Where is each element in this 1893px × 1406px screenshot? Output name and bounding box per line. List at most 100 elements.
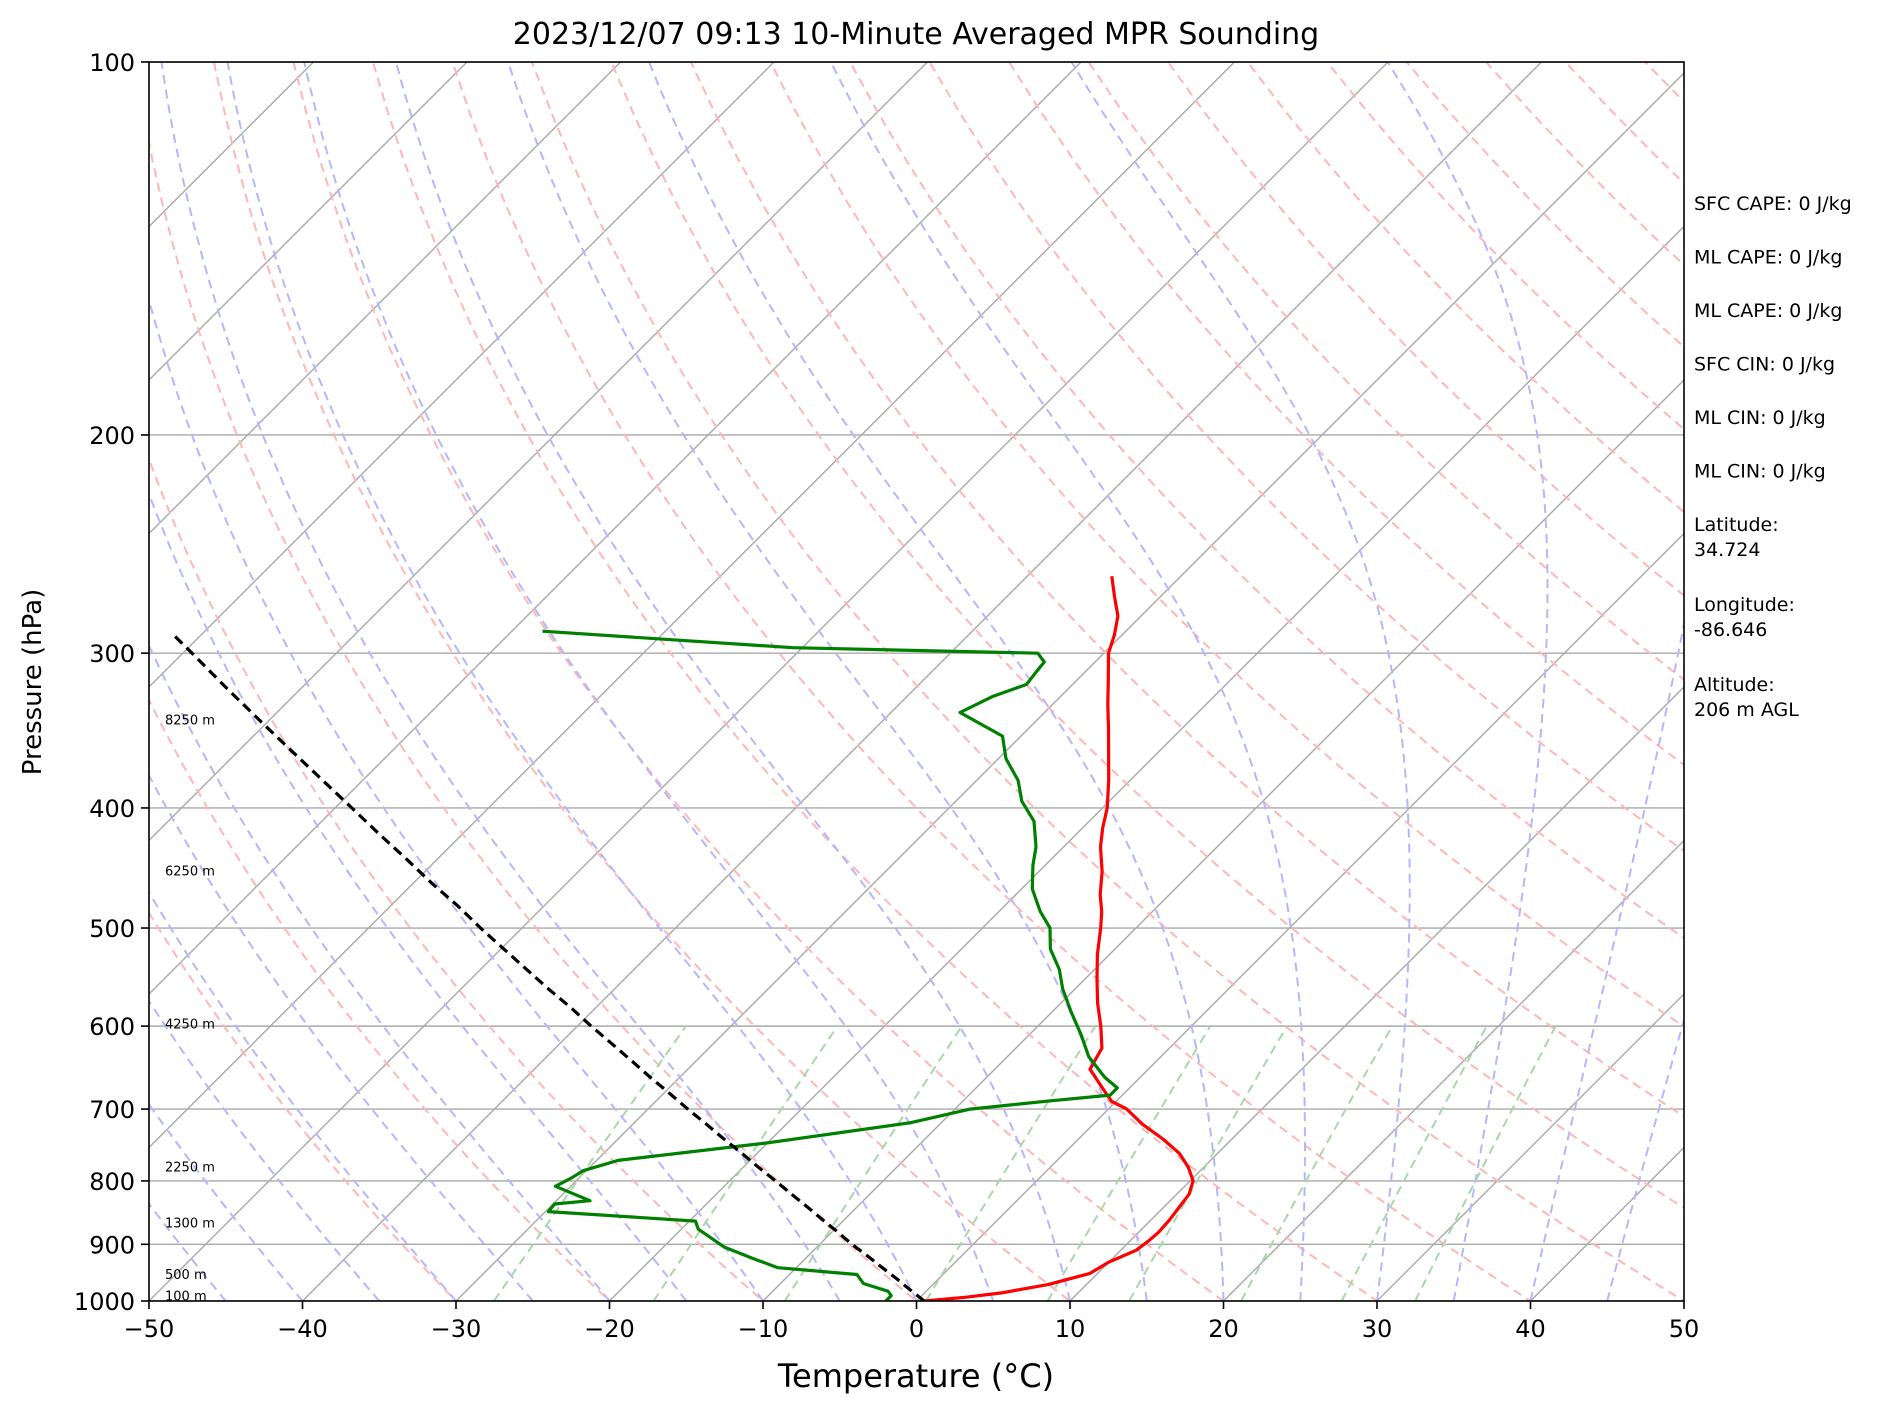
x-axis-ticks: −50 −40 −30 −20 −10 0 10 20 30 40 50 [124, 1301, 1700, 1343]
x-axis-label: Temperature (°C) [777, 1357, 1054, 1395]
y-axis-label: Pressure (hPa) [18, 589, 48, 776]
mixing-ratio-line [1340, 1025, 1488, 1301]
temperature-line [924, 575, 1195, 1301]
x-tick-label: 0 [909, 1315, 924, 1343]
moist-adiabat-line [149, 296, 764, 1301]
side-panel-line: Altitude: [1694, 674, 1775, 696]
dry-adiabat-line [530, 62, 1684, 1301]
height-label: 1300 m [165, 1217, 215, 1232]
isotherm-line [149, 62, 1389, 1301]
isotherm-line [915, 532, 1684, 1301]
x-tick-label: 30 [1362, 1315, 1393, 1343]
y-axis-ticks: 100 200 300 400 500 600 700 800 900 1000 [74, 49, 149, 1316]
isotherm-line [608, 225, 1684, 1301]
moist-adiabat-line [226, 62, 918, 1301]
moist-adiabat-line [149, 1202, 227, 1301]
moist-adiabat-line [507, 62, 1148, 1301]
reference-lines [149, 62, 1684, 1301]
dry-adiabat-line [149, 456, 765, 1301]
mixing-ratio-line [493, 1025, 687, 1301]
x-tick-label: 20 [1208, 1315, 1239, 1343]
dry-adiabat-line [1087, 62, 1684, 681]
moist-adiabat-line [1070, 62, 1411, 1301]
moist-adiabat-line [149, 1102, 304, 1301]
moist-adiabat-line [1386, 62, 1549, 1301]
mixing-ratio-line [1240, 1025, 1394, 1301]
x-tick-label: −50 [124, 1315, 175, 1343]
mixing-ratio-line [652, 1025, 839, 1301]
dry-adiabat-line [212, 62, 1072, 1301]
moist-adiabat-line [149, 643, 611, 1301]
side-panel-line: Longitude: [1694, 594, 1795, 616]
isotherm-line [1222, 839, 1684, 1301]
dry-adiabat-line [371, 62, 1379, 1301]
side-panel-item: ML CIN: 0 J/kg [1694, 407, 1826, 429]
side-panel-line: 34.724 [1694, 539, 1760, 561]
x-tick-label: 50 [1669, 1315, 1700, 1343]
y-tick-label: 200 [89, 422, 135, 450]
isotherm-line [149, 62, 1235, 1149]
plot-area: 100 m 500 m 1300 m 2250 m 4250 m 6250 m 8250 m [149, 62, 1684, 1305]
dry-adiabat-line [149, 137, 919, 1301]
height-label: 500 m [165, 1268, 207, 1283]
moist-adiabat-line [1529, 618, 1684, 1301]
y-tick-label: 600 [89, 1013, 135, 1041]
isotherm-line [1069, 686, 1684, 1301]
parcel-line [172, 633, 926, 1301]
mixing-ratio-line [925, 1025, 1097, 1301]
dewpoint-line [542, 629, 1119, 1301]
isotherm-line [301, 62, 1542, 1301]
height-label: 8250 m [165, 714, 215, 729]
mixing-ratio-line [1414, 1025, 1557, 1301]
side-panel-line: -86.646 [1694, 619, 1767, 641]
height-label: 2250 m [165, 1160, 215, 1175]
x-tick-label: −30 [431, 1315, 482, 1343]
dry-adiabat-line [1167, 62, 1684, 597]
mixing-ratio-line [783, 1025, 963, 1301]
moist-adiabat-line [149, 491, 688, 1301]
y-tick-label: 300 [89, 640, 135, 668]
moist-adiabat-line [648, 62, 1225, 1301]
y-tick-label: 900 [89, 1231, 135, 1259]
isotherm-line [1376, 993, 1684, 1301]
y-tick-label: 500 [89, 915, 135, 943]
side-panel-item: ML CAPE: 0 J/kg [1694, 300, 1842, 322]
x-tick-label: 40 [1515, 1315, 1546, 1343]
isotherm-line [149, 62, 468, 381]
dry-adiabat-line [292, 62, 1226, 1301]
isotherm-line [149, 62, 1082, 995]
moist-adiabat-line [149, 890, 457, 1301]
dry-adiabat-line [451, 62, 1533, 1301]
moist-adiabat-line [149, 773, 534, 1301]
side-panel-item: ML CAPE: 0 J/kg [1694, 247, 1842, 269]
y-tick-label: 1000 [74, 1288, 135, 1316]
height-label: 4250 m [165, 1017, 215, 1032]
mixing-ratio-line [1046, 1025, 1212, 1301]
height-labels: 100 m 500 m 1300 m 2250 m 4250 m 6250 m 8250 m [165, 714, 215, 1305]
dry-adiabat-line [149, 910, 458, 1301]
dry-adiabat-line [689, 62, 1684, 1118]
dry-adiabat-line [769, 62, 1684, 1028]
side-panel: SFC CAPE: 0 J/kg ML CAPE: 0 J/kg ML CAPE: … [1694, 193, 1852, 721]
height-label: 100 m [165, 1290, 207, 1305]
side-panel-line: 206 m AGL [1694, 699, 1799, 721]
x-tick-label: −10 [738, 1315, 789, 1343]
side-panel-item: SFC CAPE: 0 J/kg [1694, 193, 1852, 215]
isotherm-line [149, 62, 775, 688]
side-panel-item: Altitude: 206 m AGL [1694, 674, 1799, 721]
moist-adiabat-line [1606, 1016, 1684, 1301]
dry-adiabat-line [149, 697, 611, 1301]
side-panel-line: Latitude: [1694, 514, 1779, 536]
isotherm-line [149, 62, 928, 842]
x-tick-label: −20 [584, 1315, 635, 1343]
moist-adiabat-line [394, 62, 1071, 1301]
isotherm-line [455, 72, 1684, 1301]
moist-adiabat-line [830, 62, 1306, 1301]
y-tick-label: 800 [89, 1168, 135, 1196]
x-tick-label: 10 [1055, 1315, 1086, 1343]
data-series [172, 575, 1195, 1301]
side-panel-item: Longitude: -86.646 [1694, 594, 1795, 641]
mixing-ratio-line [1128, 1025, 1288, 1301]
